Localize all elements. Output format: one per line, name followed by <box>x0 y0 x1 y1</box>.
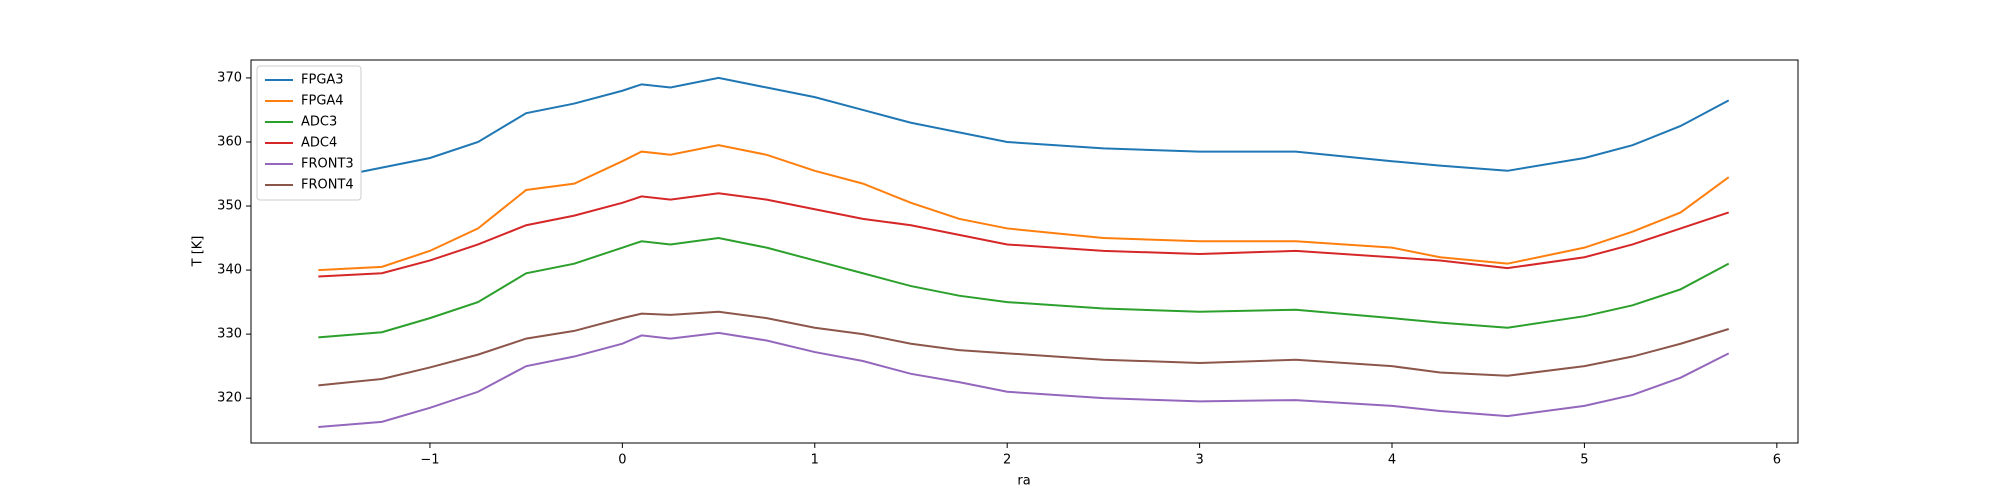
x-tick-label: −1 <box>420 453 439 468</box>
x-tick-label: 3 <box>1195 453 1203 468</box>
series-line <box>318 237 1730 339</box>
y-tick-label: 360 <box>217 134 242 149</box>
x-tick-label: 4 <box>1388 453 1396 468</box>
legend-label: FRONT3 <box>301 157 354 172</box>
y-tick-label: 340 <box>217 263 242 278</box>
legend-label: ADC3 <box>301 115 337 130</box>
series-line <box>318 331 1730 428</box>
y-tick-label: 370 <box>217 70 242 85</box>
series-line <box>318 192 1730 278</box>
y-tick-label: 320 <box>217 391 242 406</box>
x-axis-label: ra <box>1017 474 1030 489</box>
x-tick-label: 6 <box>1773 453 1781 468</box>
x-tick-label: 0 <box>618 453 626 468</box>
x-tick-label: 5 <box>1580 453 1588 468</box>
x-tick-label: 1 <box>811 453 819 468</box>
series-line <box>318 76 1730 182</box>
legend-label: ADC4 <box>301 136 337 151</box>
legend-label: FPGA3 <box>301 73 344 88</box>
legend-box <box>256 65 362 201</box>
x-tick-label: 2 <box>1003 453 1011 468</box>
legend-label: FPGA4 <box>301 94 344 109</box>
y-tick-label: 330 <box>217 327 242 342</box>
series-line <box>318 144 1730 272</box>
legend-label: FRONT4 <box>301 178 354 193</box>
plot-frame <box>250 59 1799 444</box>
series-line <box>318 310 1730 387</box>
y-axis-label: T [K] <box>191 236 206 268</box>
y-tick-label: 350 <box>217 199 242 214</box>
